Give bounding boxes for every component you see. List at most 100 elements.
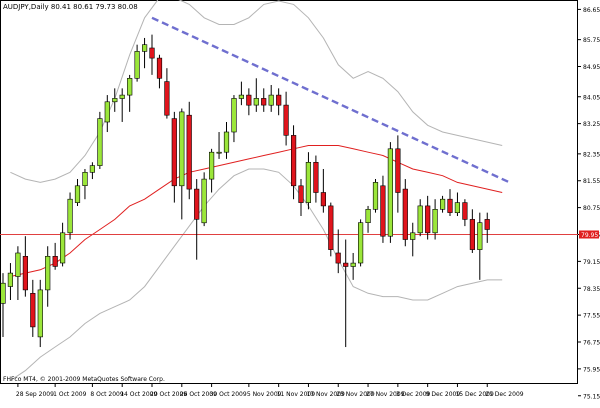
symbol-line: AUDJPY,Daily 80.41 80.61 79.73 80.08	[3, 3, 138, 11]
x-tick-label: 17 Nov 2009	[306, 391, 345, 398]
candle	[186, 101, 192, 200]
candle	[209, 148, 215, 193]
candle-body-bear	[149, 47, 155, 59]
candle	[313, 155, 319, 203]
candle	[432, 199, 438, 240]
candle	[223, 121, 230, 159]
candle-body-bull	[365, 209, 371, 224]
candle-body-bull	[179, 111, 185, 187]
candle	[328, 202, 334, 257]
x-tick-label: 15 Dec 2009	[455, 391, 494, 398]
candle-body-bear	[246, 94, 252, 106]
y-tick-label: 80.75	[583, 205, 600, 212]
current-price-tag-bg	[579, 230, 599, 239]
candle	[164, 68, 170, 119]
candle-body-bull	[454, 202, 461, 214]
candle-body-bear	[194, 188, 200, 220]
candle	[127, 74, 133, 112]
candle-body-bull	[37, 289, 43, 338]
candle	[52, 242, 58, 270]
candle-body-bull	[201, 178, 207, 224]
candle	[447, 189, 453, 217]
candle-body-bull	[350, 262, 356, 267]
candle	[477, 212, 483, 280]
bollinger-lower-line	[10, 168, 503, 382]
candle-body-bear	[276, 94, 282, 106]
candle	[82, 168, 88, 200]
x-tick-label: 21 Dec 2009	[485, 391, 524, 398]
candle	[357, 219, 364, 267]
candle-body-bull	[0, 282, 6, 304]
candle	[425, 195, 431, 240]
candle	[387, 142, 394, 243]
candle-body-bull	[216, 151, 222, 154]
x-tick-label: 28 Sep 2009	[16, 391, 54, 398]
candle-body-bull	[305, 162, 312, 203]
candle	[104, 95, 110, 133]
candle-body-bull	[231, 98, 237, 133]
candle	[67, 192, 73, 240]
candle-body-bull	[387, 148, 394, 237]
candle-body-bull	[357, 222, 364, 264]
candle	[469, 209, 476, 253]
candle-body-bear	[328, 205, 334, 250]
y-tick-label: 86.65	[583, 7, 600, 14]
candle	[37, 279, 43, 348]
candle	[142, 37, 148, 69]
x-tick-label: 23 Nov 2009	[336, 391, 375, 398]
candle	[290, 125, 297, 200]
candle-body-bear	[261, 98, 267, 106]
candle-body-bull	[432, 209, 438, 234]
x-tick-label: 9 Dec 2009	[426, 391, 461, 398]
candle	[268, 84, 274, 112]
candle	[253, 78, 259, 112]
y-tick-label: 84.05	[583, 94, 600, 101]
candle	[0, 273, 6, 337]
copyright-line: FHFco MT4, © 2001-2009 MetaQuotes Softwa…	[3, 376, 165, 383]
candle-body-bull	[127, 78, 133, 96]
candle-body-bear	[164, 81, 170, 116]
candle	[7, 263, 14, 301]
x-tick-label: 5 Nov 2009	[247, 391, 282, 398]
y-tick-label: 76.75	[583, 340, 600, 347]
y-tick-label: 82.35	[583, 151, 600, 158]
candle	[45, 246, 51, 307]
candle-body-bear	[447, 198, 453, 213]
candle-body-bear	[52, 255, 58, 267]
candle	[156, 54, 163, 89]
current-price-tag: 79.95	[579, 230, 599, 239]
candle	[395, 135, 401, 213]
x-tick-label: 1 Oct 2009	[53, 391, 86, 398]
candle-body-bull	[372, 182, 379, 210]
candle-body-bear	[343, 262, 349, 267]
candle-body-bear	[469, 219, 476, 250]
candle	[261, 88, 267, 112]
y-tick-label: 78.35	[583, 286, 600, 293]
candle	[134, 44, 140, 82]
candle	[216, 132, 222, 159]
candle	[119, 88, 125, 122]
candle	[89, 162, 95, 180]
candle	[380, 175, 386, 243]
candle-body-bull	[417, 205, 423, 234]
x-tick-label: 8 Oct 2009	[90, 391, 123, 398]
candle-body-bear	[156, 57, 163, 79]
candle-body-bear	[462, 202, 468, 220]
candle-body-bull	[59, 232, 66, 264]
candle	[179, 108, 185, 220]
candle-body-bear	[22, 255, 29, 291]
candle-body-bear	[380, 185, 386, 237]
candle-body-bull	[410, 232, 416, 240]
candle-body-bear	[313, 162, 319, 193]
candle	[462, 199, 468, 227]
candle	[15, 246, 21, 301]
candle-body-bear	[298, 185, 304, 203]
candle-body-bear	[171, 118, 177, 187]
bollinger-upper-line	[10, 0, 503, 183]
candle-body-bear	[320, 192, 327, 207]
candle	[276, 88, 282, 116]
candle-body-bull	[477, 222, 483, 250]
